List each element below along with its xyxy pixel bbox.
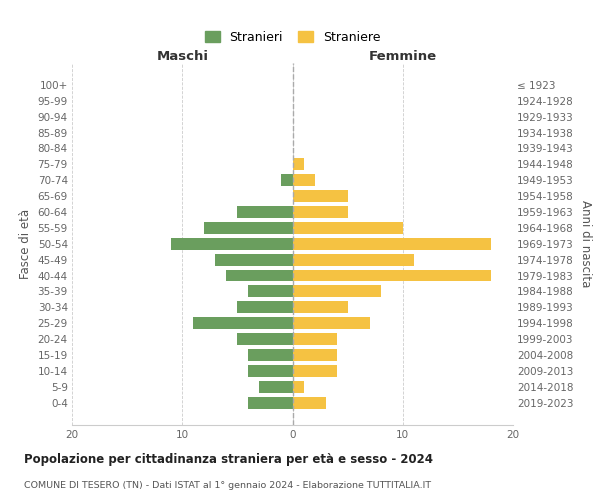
Bar	[293, 174, 314, 186]
Legend: Stranieri, Straniere: Stranieri, Straniere	[201, 27, 384, 48]
Bar	[238, 206, 293, 218]
Bar	[293, 286, 381, 298]
Bar	[226, 270, 293, 281]
Bar	[293, 349, 337, 361]
Bar	[293, 333, 337, 345]
Text: Femmine: Femmine	[368, 50, 437, 62]
Bar	[248, 365, 293, 377]
Bar	[238, 333, 293, 345]
Bar	[204, 222, 293, 234]
Bar	[293, 238, 491, 250]
Bar	[215, 254, 293, 266]
Bar	[293, 302, 347, 313]
Bar	[238, 302, 293, 313]
Bar	[171, 238, 293, 250]
Y-axis label: Anni di nascita: Anni di nascita	[580, 200, 592, 288]
Y-axis label: Fasce di età: Fasce di età	[19, 208, 32, 279]
Bar	[248, 396, 293, 408]
Bar	[293, 365, 337, 377]
Text: COMUNE DI TESERO (TN) - Dati ISTAT al 1° gennaio 2024 - Elaborazione TUTTITALIA.: COMUNE DI TESERO (TN) - Dati ISTAT al 1°…	[24, 481, 431, 490]
Bar	[293, 396, 326, 408]
Text: Maschi: Maschi	[156, 50, 208, 62]
Bar	[281, 174, 293, 186]
Bar	[293, 254, 414, 266]
Bar	[293, 190, 347, 202]
Text: Popolazione per cittadinanza straniera per età e sesso - 2024: Popolazione per cittadinanza straniera p…	[24, 452, 433, 466]
Bar	[293, 222, 403, 234]
Bar	[259, 380, 293, 392]
Bar	[248, 349, 293, 361]
Bar	[293, 380, 304, 392]
Bar	[193, 317, 293, 329]
Bar	[293, 270, 491, 281]
Bar	[293, 206, 347, 218]
Bar	[248, 286, 293, 298]
Bar	[293, 158, 304, 170]
Bar	[293, 317, 370, 329]
